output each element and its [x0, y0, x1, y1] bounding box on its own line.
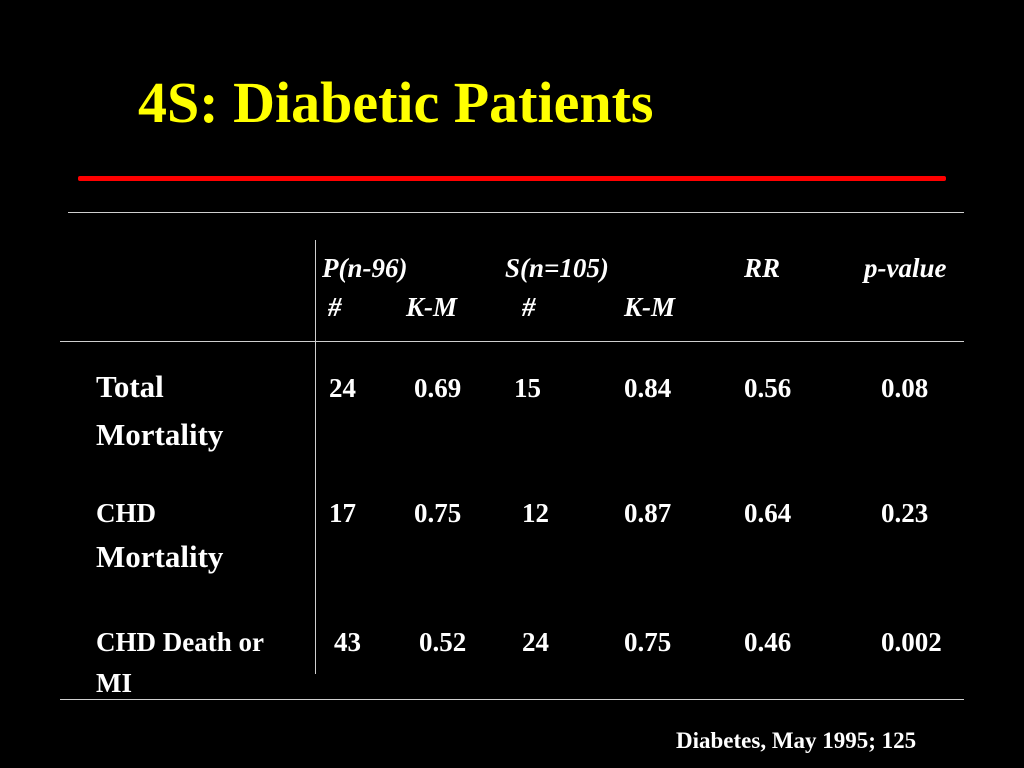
- header-p-value: p-value: [864, 253, 947, 283]
- cell-simva-count: 24: [522, 627, 549, 657]
- row-label-line1: CHD: [96, 498, 156, 528]
- cell-placebo-count: 43: [334, 627, 361, 657]
- header-placebo-count: #: [328, 292, 342, 322]
- cell-p-value: 0.002: [881, 627, 942, 657]
- header-rr: RR: [744, 253, 781, 283]
- cell-placebo-km: 0.52: [419, 627, 467, 657]
- cell-simva-km: 0.87: [624, 498, 672, 528]
- header-simva-group: S(n=105): [505, 253, 609, 283]
- cell-p-value: 0.23: [881, 498, 929, 528]
- row-label-line1: CHD Death or: [96, 627, 264, 657]
- table-bottom-rule: [60, 699, 964, 700]
- cell-rr: 0.64: [744, 498, 792, 528]
- row-label-line2: Mortality: [96, 539, 224, 574]
- cell-rr: 0.46: [744, 627, 792, 657]
- slide-title: 4S: Diabetic Patients: [138, 70, 654, 135]
- row-label-line1: Total: [96, 369, 164, 404]
- citation: Diabetes, May 1995; 125: [676, 728, 917, 753]
- header-simva-count: #: [522, 292, 536, 322]
- cell-simva-km: 0.75: [624, 627, 672, 657]
- row-label-line2: Mortality: [96, 417, 224, 452]
- cell-simva-count: 15: [514, 373, 541, 403]
- table-column-divider: [315, 240, 316, 674]
- cell-rr: 0.56: [744, 373, 792, 403]
- header-placebo-group: P(n-96): [322, 253, 408, 283]
- cell-placebo-count: 17: [329, 498, 356, 528]
- cell-simva-km: 0.84: [624, 373, 672, 403]
- cell-p-value: 0.08: [881, 373, 929, 403]
- cell-placebo-km: 0.75: [414, 498, 462, 528]
- header-placebo-km: K-M: [406, 292, 458, 322]
- cell-placebo-count: 24: [329, 373, 356, 403]
- table-header-rule: [60, 341, 964, 342]
- cell-simva-count: 12: [522, 498, 549, 528]
- header-simva-km: K-M: [624, 292, 676, 322]
- cell-placebo-km: 0.69: [414, 373, 462, 403]
- row-label-line2: MI: [96, 668, 132, 698]
- title-underline: [78, 176, 946, 181]
- table-top-rule: [68, 212, 964, 213]
